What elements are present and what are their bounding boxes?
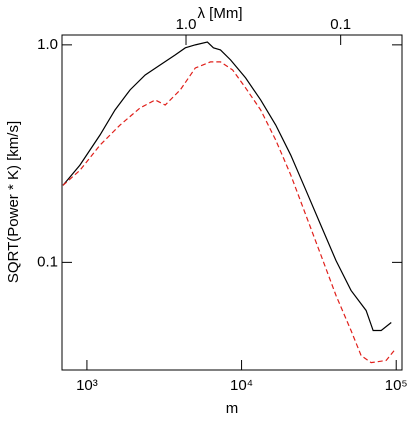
y-tick-label: 1.0 — [37, 36, 58, 53]
x2-axis-label: λ [Mm] — [198, 5, 243, 22]
x-axis-label: m — [226, 400, 239, 417]
x2-tick-label: 0.1 — [330, 16, 351, 33]
x2-tick-label: 1.0 — [176, 16, 197, 33]
plot-frame — [61, 34, 403, 371]
x-tick-label: 10³ — [76, 377, 98, 394]
series-line — [62, 61, 395, 364]
y-axis-label: SQRT(Power * K) [km/s] — [5, 121, 22, 283]
series-line — [62, 41, 392, 332]
x-tick-label: 10⁵ — [385, 377, 408, 394]
x-tick-label: 10⁴ — [230, 377, 253, 394]
y-tick-label: 0.1 — [37, 253, 58, 270]
